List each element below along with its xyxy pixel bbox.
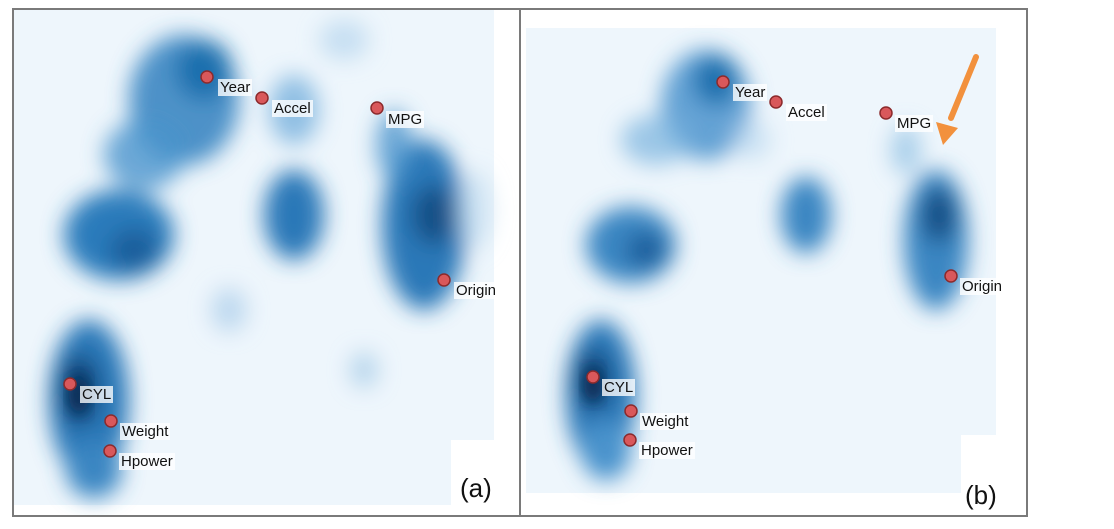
label-cyl: CYL (80, 386, 114, 403)
label-cyl: CYL (602, 379, 636, 396)
label-weight: Weight (120, 423, 171, 440)
density-blobs (566, 50, 968, 480)
marker-year[interactable] (716, 75, 730, 89)
panel-b: Year Accel MPG Origin CYL Weight Hpower … (521, 10, 1026, 515)
marker-origin[interactable] (437, 273, 451, 287)
dimension-markers (586, 75, 958, 447)
label-origin: Origin (454, 282, 499, 299)
caption-backdrop (961, 435, 1026, 515)
marker-cyl[interactable] (586, 370, 600, 384)
marker-hpower[interactable] (623, 433, 637, 447)
marker-year[interactable] (200, 70, 214, 84)
marker-origin[interactable] (944, 269, 958, 283)
marker-accel[interactable] (769, 95, 783, 109)
label-year: Year (733, 84, 768, 101)
density-map-a (14, 10, 519, 515)
marker-weight[interactable] (624, 404, 638, 418)
density-blobs (49, 20, 492, 498)
marker-accel[interactable] (255, 91, 269, 105)
marker-weight[interactable] (104, 414, 118, 428)
highlight-arrow (936, 54, 979, 145)
marker-cyl[interactable] (63, 377, 77, 391)
marker-hpower[interactable] (103, 444, 117, 458)
panel-caption-a: (a) (460, 473, 492, 503)
label-year: Year (218, 79, 253, 96)
panel-divider (519, 8, 521, 517)
label-mpg: MPG (386, 111, 425, 128)
label-accel: Accel (786, 104, 827, 121)
label-hpower: Hpower (639, 442, 695, 459)
panel-a: Year Accel MPG Origin CYL Weight Hpower … (14, 10, 519, 515)
caption-backdrop (451, 440, 519, 515)
label-mpg: MPG (895, 115, 934, 132)
marker-mpg[interactable] (370, 101, 384, 115)
label-hpower: Hpower (119, 453, 175, 470)
label-origin: Origin (960, 278, 1005, 295)
panel-caption-b: (b) (965, 480, 997, 510)
label-accel: Accel (272, 100, 313, 117)
marker-mpg[interactable] (879, 106, 893, 120)
dimension-markers (63, 70, 451, 458)
density-map-b (526, 28, 1026, 515)
label-weight: Weight (640, 413, 691, 430)
